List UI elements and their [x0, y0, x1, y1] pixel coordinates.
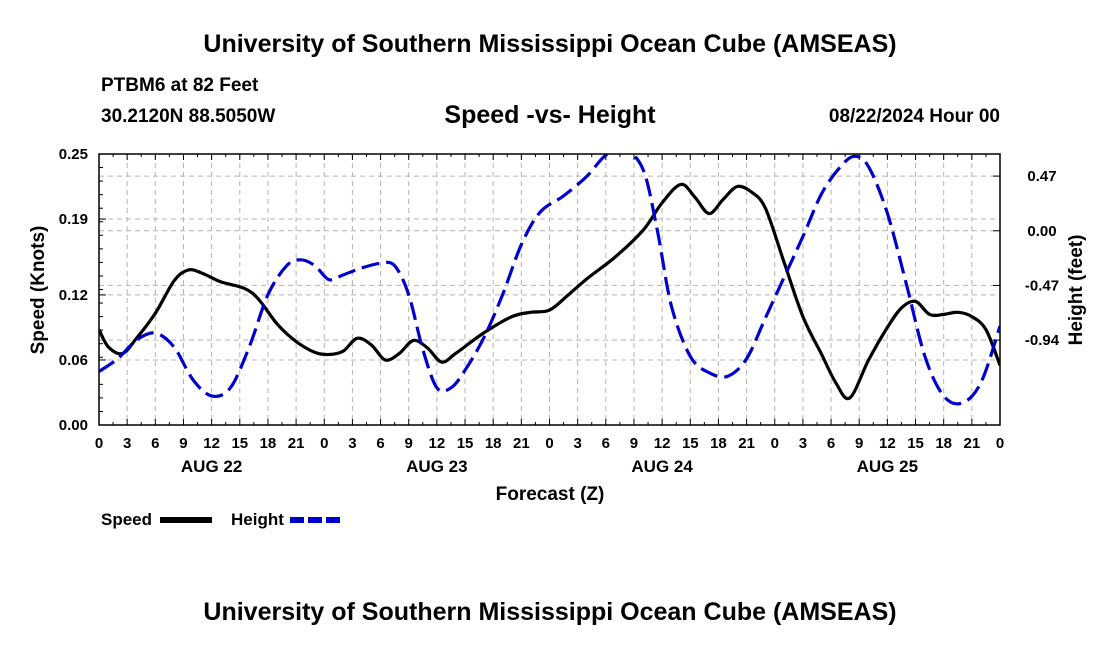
x-tick-label: 12 [879, 435, 896, 452]
plot-frame [98, 153, 1001, 426]
x-tick-label: 9 [855, 435, 863, 452]
x-tick-label: 9 [630, 435, 638, 452]
x-tick-label: 12 [654, 435, 671, 452]
x-tick-label: 21 [964, 435, 981, 452]
x-tick-label: 6 [151, 435, 159, 452]
y-tick-label-right: 0.00 [1027, 223, 1056, 240]
x-tick-label: 18 [485, 435, 502, 452]
y-axis-title-left: Speed (Knots) [28, 226, 49, 355]
x-tick-label: 18 [260, 435, 277, 452]
run-date: 08/22/2024 Hour 00 [828, 106, 1000, 127]
chart-title: Speed -vs- Height [444, 101, 656, 129]
x-tick-label: 0 [996, 435, 1004, 452]
main-title-bottom: University of Southern Mississippi Ocean… [203, 598, 897, 626]
y-tick-label-left: 0.00 [59, 417, 88, 434]
day-label: AUG 24 [631, 457, 693, 476]
y-tick-label-left: 0.25 [59, 146, 88, 163]
legend-label-speed: Speed [101, 510, 152, 529]
x-tick-label: 21 [288, 435, 305, 452]
x-tick-label: 18 [935, 435, 952, 452]
x-tick-label: 0 [771, 435, 779, 452]
axis-labels: 0 3 6 9 12 15 18 21 0 3 6 9 12 15 18 21 0 3 6 9 12 15 18 21 0 3 6 9… [59, 146, 1060, 476]
legend-label-height: Height [231, 510, 284, 529]
series-line-speed [99, 182, 1000, 401]
x-tick-label: 12 [203, 435, 220, 452]
y-tick-label-right: -0.47 [1025, 277, 1059, 294]
x-tick-label: 12 [429, 435, 446, 452]
x-tick-label: 0 [95, 435, 103, 452]
main-title-top: University of Southern Mississippi Ocean… [203, 30, 897, 58]
x-tick-label: 9 [405, 435, 413, 452]
x-tick-label: 0 [320, 435, 328, 452]
x-tick-label: 15 [231, 435, 248, 452]
x-tick-label: 18 [710, 435, 727, 452]
x-tick-label: 3 [573, 435, 581, 452]
series-line-height [99, 154, 1000, 406]
x-tick-label: 6 [602, 435, 610, 452]
x-tick-label: 21 [738, 435, 755, 452]
x-tick-label: 6 [827, 435, 835, 452]
y-tick-label-right: -0.94 [1025, 332, 1060, 349]
y-tick-label-left: 0.12 [59, 287, 88, 304]
day-label: AUG 22 [181, 457, 242, 476]
y-tick-label-right: 0.47 [1027, 168, 1056, 185]
x-tick-label: 15 [682, 435, 699, 452]
day-label: AUG 23 [406, 457, 467, 476]
x-tick-label: 21 [513, 435, 530, 452]
x-tick-label: 15 [457, 435, 474, 452]
x-tick-label: 15 [907, 435, 924, 452]
legend: Speed Height [101, 510, 342, 529]
x-tick-label: 3 [123, 435, 131, 452]
station-name: PTBM6 at 82 Feet [101, 75, 259, 96]
x-tick-label: 9 [179, 435, 187, 452]
y-tick-label-left: 0.19 [59, 211, 88, 228]
day-label: AUG 25 [857, 457, 918, 476]
x-tick-label: 3 [799, 435, 807, 452]
x-tick-label: 0 [545, 435, 553, 452]
x-tick-label: 3 [348, 435, 356, 452]
series-layer [99, 154, 1000, 406]
station-coords: 30.2120N 88.5050W [101, 106, 276, 127]
x-tick-label: 6 [376, 435, 384, 452]
x-axis-title: Forecast (Z) [496, 484, 605, 505]
y-tick-label-left: 0.06 [59, 352, 88, 369]
y-axis-title-right: Height (feet) [1066, 235, 1087, 346]
